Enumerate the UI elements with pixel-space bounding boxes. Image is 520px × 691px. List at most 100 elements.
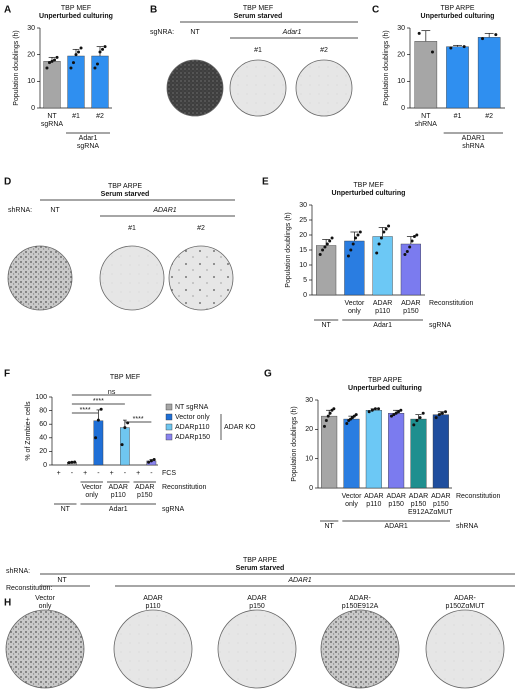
y-tick-label: 100 (35, 394, 47, 401)
y-tick-label: 10 (27, 78, 35, 85)
row-label: shRNA (456, 523, 479, 530)
group-label: NT (190, 29, 200, 36)
bar (446, 46, 469, 109)
plate-label: ADAR-p150E912A (342, 595, 379, 610)
significance-label: **** (80, 407, 91, 414)
legend-bracket-label: ADAR KO (224, 424, 256, 431)
data-point (77, 50, 81, 54)
x-tick-label: #2 (96, 113, 104, 120)
data-point (101, 47, 105, 51)
legend-label: Vector only (175, 414, 210, 421)
group-label: ADAR1 (384, 523, 407, 530)
data-point (377, 242, 381, 246)
data-point (96, 418, 100, 422)
y-tick-label: 0 (303, 292, 307, 299)
plate-image (5, 609, 85, 689)
x-tick-label: Vector only (342, 493, 363, 508)
data-point (379, 236, 383, 240)
y-tick-label: 10 (299, 262, 307, 269)
data-point (392, 413, 396, 417)
data-point (367, 410, 371, 414)
data-point (437, 413, 441, 417)
x-tick-label: - (124, 470, 127, 477)
panel-letter: C (372, 5, 379, 16)
bar (477, 37, 501, 109)
data-point (94, 436, 98, 440)
y-tick-label: 0 (43, 462, 47, 469)
bar (67, 55, 85, 109)
y-tick-label: 20 (39, 448, 47, 455)
plate-image (320, 609, 400, 689)
data-point (322, 424, 326, 428)
y-tick-label: 0 (401, 105, 405, 112)
row-label: Reconstitution (429, 300, 473, 307)
bar (93, 420, 104, 466)
y-axis-label: % of Zombie+ cells (25, 401, 32, 461)
x-tick-label: NT shRNA (415, 113, 438, 128)
data-point (415, 419, 419, 423)
bar (91, 55, 109, 109)
plate-image (166, 59, 224, 117)
y-tick-label: 30 (27, 25, 35, 32)
bar (432, 414, 449, 489)
data-point (397, 410, 401, 414)
legend-swatch (165, 413, 173, 421)
plate-label: #2 (320, 47, 328, 54)
group-label: NT (324, 523, 334, 530)
data-point (351, 242, 355, 246)
significance-label: **** (133, 416, 144, 423)
panel-title: TBP ARPE (108, 183, 142, 190)
plate-label: Vector only (35, 595, 56, 610)
x-tick-label: + (110, 470, 114, 477)
data-point (328, 239, 332, 243)
chart-subtitle: Unperturbed culturing (332, 190, 406, 197)
plate-image (168, 245, 234, 311)
chart-subtitle: Unperturbed culturing (348, 385, 422, 392)
y-axis-label: Population doublings (h) (383, 30, 390, 106)
y-tick-label: 25 (299, 217, 307, 224)
plate-label: ADAR p110 (143, 595, 162, 610)
legend-label: NT sgRNA (175, 404, 209, 411)
row-label: Reconstitution (162, 484, 206, 491)
x-tick-label: #1 (454, 113, 462, 120)
y-tick-label: 0 (31, 105, 35, 112)
data-point (323, 245, 327, 249)
data-point (358, 230, 362, 234)
data-point (73, 460, 77, 464)
data-point (55, 55, 59, 59)
data-point (53, 58, 57, 62)
data-point (412, 235, 416, 238)
data-point (382, 230, 386, 234)
row-label: sgRNA (429, 322, 452, 329)
data-point (346, 254, 350, 258)
data-point (99, 407, 103, 411)
group-label: Adar1 (109, 506, 128, 513)
data-point (370, 408, 374, 412)
data-point (389, 414, 393, 418)
data-point (152, 458, 156, 462)
data-point (408, 245, 412, 249)
data-point (354, 413, 358, 417)
x-tick-label: + (83, 470, 87, 477)
data-point (123, 426, 127, 430)
legend-label: ADARp150 (175, 434, 210, 441)
row-label: sgRNA (162, 506, 185, 513)
panel-letter: G (264, 369, 272, 380)
y-tick-label: 0 (309, 485, 313, 492)
data-point (440, 411, 444, 415)
legend-swatch (165, 433, 173, 441)
x-tick-label: ADAR p150 E912A (408, 493, 429, 516)
bar (344, 240, 365, 296)
y-tick-label: 60 (39, 421, 47, 428)
x-tick-label: Vector only (344, 300, 365, 315)
x-tick-label: - (97, 470, 100, 477)
data-point (98, 50, 102, 54)
plate-label: #1 (254, 47, 262, 54)
data-point (377, 407, 381, 411)
chart-title: TBP ARPE (440, 5, 474, 12)
plate-image (99, 245, 165, 311)
x-tick-label: #1 (72, 113, 80, 120)
significance-label: ns (108, 389, 116, 396)
y-tick-label: 40 (39, 435, 47, 442)
